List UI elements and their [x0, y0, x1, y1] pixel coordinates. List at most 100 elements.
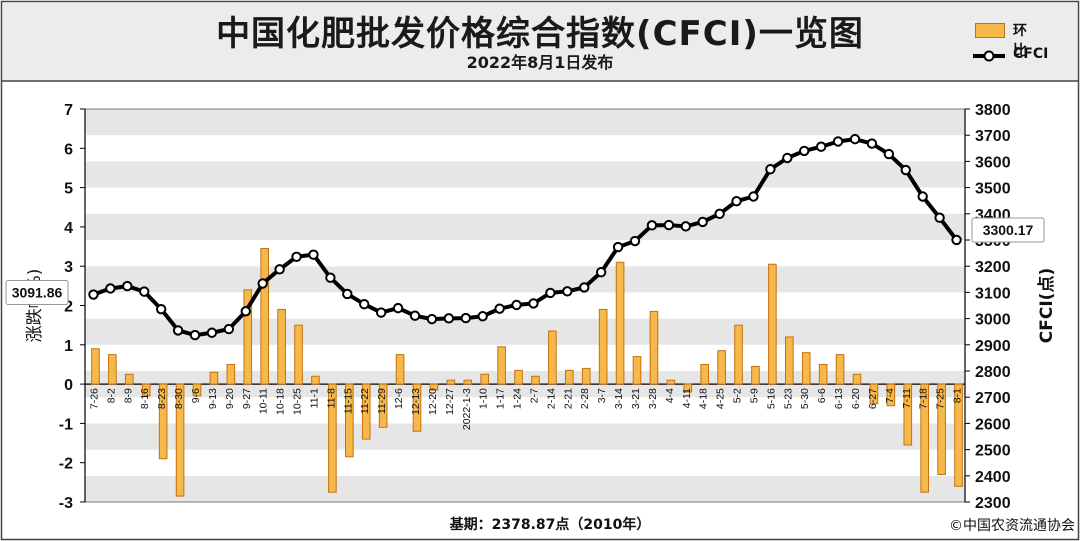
legend-line-label: CFCI [1013, 46, 1049, 62]
left-axis-tick-label: -2 [59, 456, 73, 473]
cfci-point [528, 298, 539, 309]
left-axis-tick-label: 5 [64, 181, 73, 198]
cfci-point [646, 220, 658, 231]
cfci-point [105, 283, 116, 294]
bar [801, 352, 811, 385]
x-tick-label: 4-25 [715, 388, 727, 409]
bar [108, 354, 117, 385]
x-tick-label: 6-13 [833, 388, 845, 409]
x-tick-label: 11-29 [376, 388, 388, 414]
cfci-point [155, 303, 167, 315]
bar [226, 363, 236, 385]
cfci-point [832, 136, 844, 147]
copyright-note: ©中国农资流通协会 [949, 518, 1075, 534]
x-tick-label: 3-7 [596, 388, 608, 403]
legend-bar-label: 环比 [1013, 23, 1027, 59]
x-tick-label: 3-21 [630, 388, 642, 409]
bar [345, 383, 354, 458]
cfci-point [291, 251, 302, 262]
chart-title: 中国化肥批发价格综合指数(CFCI)一览图 [216, 14, 864, 54]
grid-band [85, 423, 965, 450]
x-tick-label: 5-30 [799, 388, 811, 409]
right-axis-tick-label: 3700 [975, 128, 1011, 145]
left-axis-tick-label: 0 [64, 377, 73, 394]
bar [666, 379, 676, 385]
cfci-point [579, 282, 590, 293]
x-tick-label: 1-17 [495, 388, 507, 409]
x-tick-label: 8-16 [139, 388, 151, 409]
right-axis-tick-label: 2800 [975, 364, 1011, 381]
cfci-point [172, 325, 184, 336]
left-axis-tick-label: -1 [59, 416, 73, 433]
first-value-label: 3091.86 [12, 285, 63, 301]
cfci-point [426, 313, 438, 325]
right-axis-tick-label: 3200 [975, 259, 1011, 276]
bar [480, 373, 489, 385]
cfci-point [342, 288, 353, 300]
bar [328, 383, 337, 493]
bar [429, 383, 439, 391]
cfci-point [663, 219, 675, 231]
bar [158, 383, 168, 460]
bar [785, 336, 794, 385]
right-axis-tick-label: 3100 [975, 285, 1011, 302]
x-tick-label: 5-2 [732, 388, 744, 403]
bar [717, 350, 726, 385]
cfci-point [900, 164, 911, 176]
right-axis-tick-label: 3500 [975, 181, 1011, 198]
bar [209, 371, 219, 385]
x-tick-label: 11-22 [359, 388, 371, 414]
bar [91, 348, 100, 385]
bar [497, 346, 506, 385]
bar [141, 383, 151, 397]
bar [565, 369, 574, 385]
grid-band [85, 240, 965, 267]
cfci-point [139, 286, 150, 297]
bar [531, 375, 540, 385]
x-tick-label: 6-20 [850, 388, 862, 409]
right-axis-tick-label: 2400 [975, 469, 1011, 486]
bar [192, 383, 202, 397]
x-tick-label: 3-28 [647, 388, 659, 409]
grid-band [85, 475, 965, 502]
bar [835, 354, 845, 385]
cfci-line [92, 137, 959, 338]
cfci-point [562, 286, 573, 297]
bar [243, 289, 253, 385]
x-tick-label: 2-21 [562, 388, 574, 409]
x-tick-label: 11-8 [325, 388, 337, 408]
x-tick-label: 2022-1-3 [461, 388, 473, 430]
cfci-point [917, 191, 928, 202]
x-tick-label: 8-1 [952, 388, 964, 403]
x-tick-label: 9-13 [207, 388, 219, 409]
x-tick-label: 3-14 [613, 388, 625, 409]
x-tick-label: 8-30 [173, 388, 185, 409]
x-tick-label: 11-15 [342, 388, 354, 414]
bar [598, 308, 608, 385]
x-tick-label: 7-25 [935, 388, 947, 409]
cfci-point [122, 280, 133, 292]
cfci-point [815, 141, 827, 152]
cfci-point [748, 191, 759, 202]
grid-band [85, 397, 965, 424]
x-tick-label: 5-23 [782, 388, 794, 409]
right-axis-title: CFCI(点) [1036, 268, 1057, 343]
bar [649, 310, 659, 385]
bar [548, 330, 557, 385]
left-axis-tick-label: 3 [64, 259, 73, 276]
cfci-point [731, 196, 742, 207]
grid-band [85, 213, 965, 240]
last-value-label: 3300.17 [983, 222, 1034, 238]
cfci-point [359, 298, 370, 310]
x-tick-label: 6-27 [867, 388, 879, 409]
x-tick-label: 4-11 [681, 388, 693, 408]
bar [412, 383, 422, 432]
grid-band [85, 109, 965, 136]
bar [937, 383, 946, 475]
left-axis-tick-label: 1 [64, 338, 73, 355]
x-tick-label: 7-18 [918, 388, 930, 409]
right-axis-tick-label: 2300 [975, 495, 1011, 512]
x-tick-label: 4-4 [664, 388, 676, 403]
cfci-point [409, 310, 421, 321]
cfci-point [612, 241, 624, 253]
